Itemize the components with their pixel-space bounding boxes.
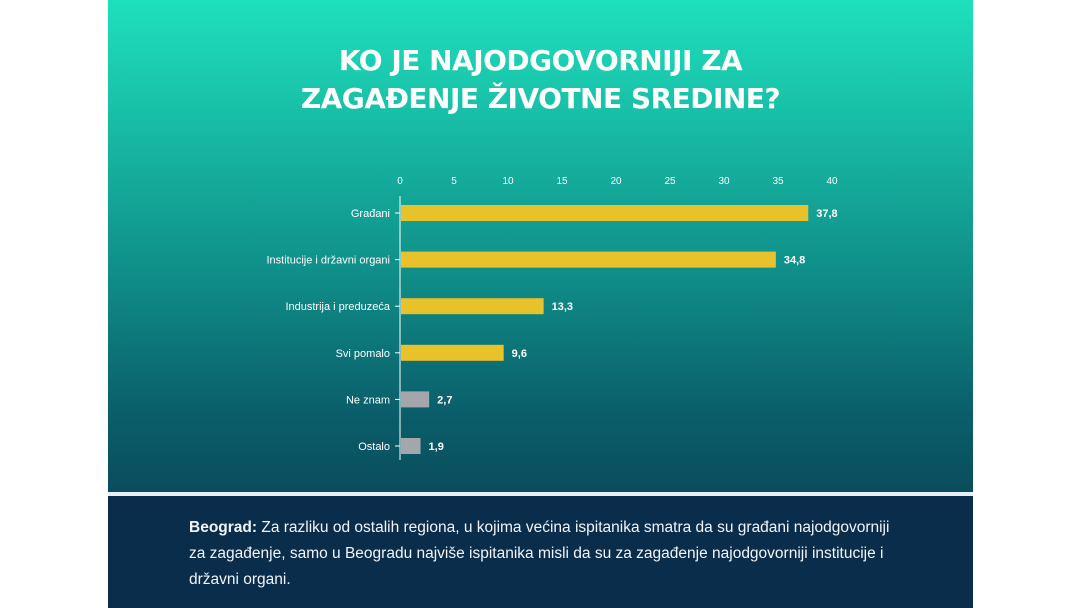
footer-body: Za razliku od ostalih regiona, u kojima … bbox=[189, 519, 890, 588]
category-label-4: Ne znam bbox=[346, 394, 390, 406]
category-label-0: Građani bbox=[351, 208, 390, 220]
x-tick-label-5: 25 bbox=[664, 176, 676, 187]
bar-0 bbox=[401, 205, 809, 221]
divider bbox=[108, 492, 973, 496]
bar-5 bbox=[401, 438, 421, 454]
chart-title-line-1: KO JE NAJODGOVORNIJI ZA bbox=[338, 44, 743, 77]
footer-text: Beograd: Za razliku od ostalih regiona, … bbox=[189, 515, 909, 593]
bar-chart: 0 5 10 15 20 25 30 35 40 Građani 37,8 Institucije i… bbox=[266, 176, 838, 460]
chart-title: KO JE NAJODGOVORNIJI ZA ZAGAĐENJE ŽIVOTN… bbox=[108, 42, 973, 118]
chart-title-line-2: ZAGAĐENJE ŽIVOTNE SREDINE? bbox=[300, 82, 781, 115]
value-label-3: 9,6 bbox=[512, 348, 527, 360]
footer-lead: Beograd: bbox=[189, 519, 258, 536]
bar-1 bbox=[401, 251, 776, 268]
category-label-2: Industrija i preduzeća bbox=[285, 301, 390, 313]
category-label-3: Svi pomalo bbox=[336, 348, 390, 360]
bar-3 bbox=[401, 344, 504, 361]
value-label-0: 37,8 bbox=[816, 208, 837, 220]
x-tick-label-0: 0 bbox=[397, 176, 403, 187]
x-tick-label-7: 35 bbox=[772, 176, 784, 187]
slide: KO JE NAJODGOVORNIJI ZA ZAGAĐENJE ŽIVOTN… bbox=[108, 0, 973, 608]
bar-2 bbox=[401, 298, 544, 315]
category-label-1: Institucije i državni organi bbox=[266, 255, 390, 267]
x-tick-label-8: 40 bbox=[826, 176, 838, 187]
x-tick-label-3: 15 bbox=[556, 176, 568, 187]
value-label-1: 34,8 bbox=[784, 255, 805, 267]
value-label-4: 2,7 bbox=[437, 394, 452, 406]
value-label-2: 13,3 bbox=[552, 301, 573, 313]
x-tick-label-6: 30 bbox=[718, 176, 730, 187]
x-tick-label-1: 5 bbox=[451, 176, 457, 187]
value-label-5: 1,9 bbox=[429, 441, 444, 453]
x-tick-label-4: 20 bbox=[610, 176, 622, 187]
x-tick-label-2: 10 bbox=[502, 176, 514, 187]
category-label-5: Ostalo bbox=[358, 441, 390, 453]
bar-4 bbox=[401, 391, 430, 408]
footer-note: Beograd: Za razliku od ostalih regiona, … bbox=[108, 496, 973, 608]
chart-panel: KO JE NAJODGOVORNIJI ZA ZAGAĐENJE ŽIVOTN… bbox=[108, 0, 973, 492]
